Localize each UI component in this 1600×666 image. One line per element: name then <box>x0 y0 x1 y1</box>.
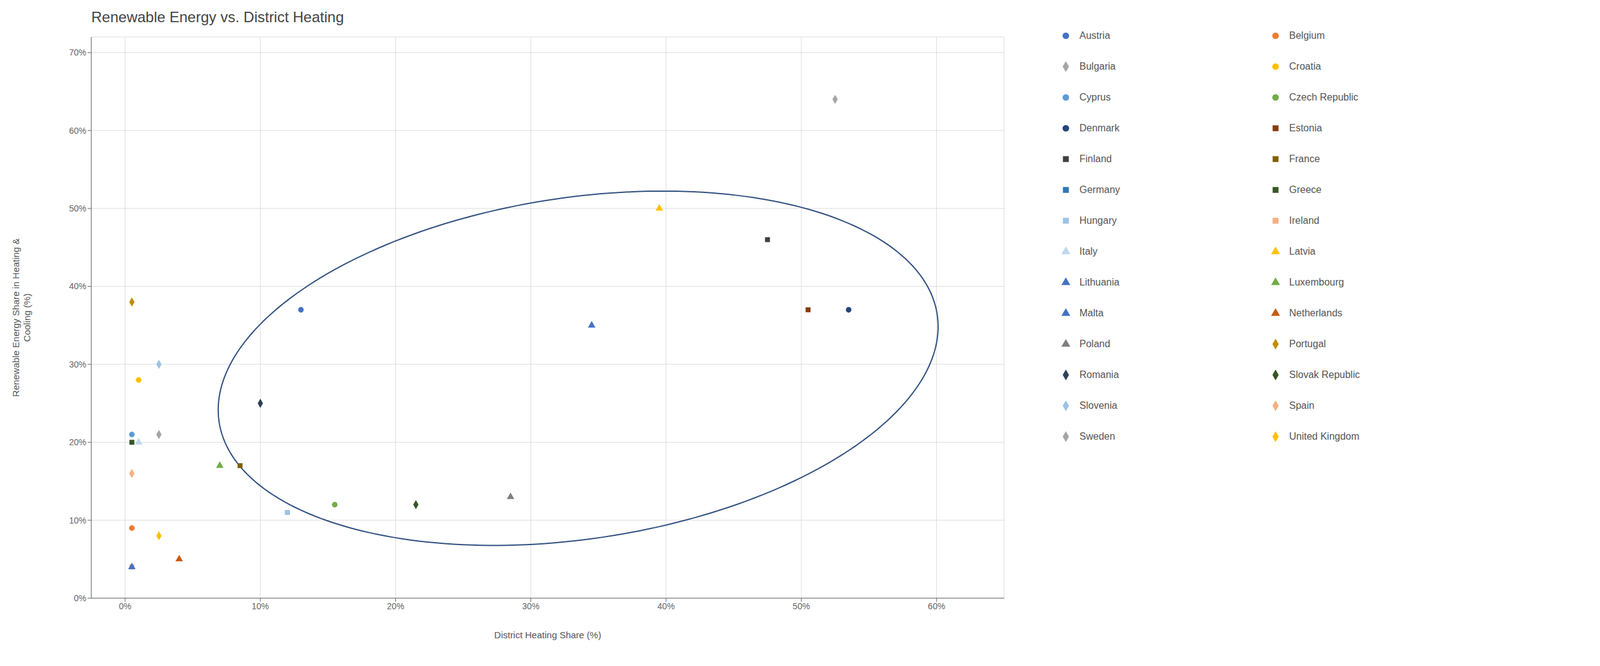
svg-text:50%: 50% <box>792 601 810 612</box>
html-text:Slovenia: Slovenia <box>1079 400 1118 411</box>
html-text:Italy: Italy <box>1079 246 1098 257</box>
html-text:Denmark: Denmark <box>1079 122 1120 134</box>
html-text:Lithuania: Lithuania <box>1079 276 1120 288</box>
html-text:Cyprus: Cyprus <box>1079 91 1111 103</box>
html-text:Ireland: Ireland <box>1289 215 1320 226</box>
html-text:Romania: Romania <box>1079 369 1119 380</box>
svg-text:10%: 10% <box>251 601 269 612</box>
html-text:Poland: Poland <box>1079 338 1111 350</box>
html-text:Hungary: Hungary <box>1079 215 1117 226</box>
svg-text:30%: 30% <box>522 601 540 612</box>
html-text:France: France <box>1289 153 1320 165</box>
html-text:Sweden: Sweden <box>1079 431 1116 442</box>
html-text:Austria: Austria <box>1079 30 1111 41</box>
html-text:Luxembourg: Luxembourg <box>1289 276 1345 288</box>
html-text:Greece: Greece <box>1289 184 1322 195</box>
html-text:Malta: Malta <box>1079 307 1104 319</box>
svg-text:70%: 70% <box>69 47 87 58</box>
html-text:Finland: Finland <box>1079 153 1112 165</box>
html-text:Bulgaria: Bulgaria <box>1079 61 1116 72</box>
html-text:Germany: Germany <box>1079 184 1120 195</box>
html-text:Slovak Republic: Slovak Republic <box>1289 369 1360 380</box>
svg-text:60%: 60% <box>69 125 87 136</box>
html-text:Renewable Energy vs. District: Renewable Energy vs. District Heating <box>91 8 344 26</box>
svg-text:20%: 20% <box>386 601 405 612</box>
svg-text:10%: 10% <box>69 515 87 526</box>
svg-text:20%: 20% <box>69 437 87 448</box>
html-text:Estonia: Estonia <box>1289 122 1323 134</box>
html-text:Czech Republic: Czech Republic <box>1289 91 1359 103</box>
svg-text:Renewable Energy Share in Heat: Renewable Energy Share in Heating &Cooli… <box>10 238 33 398</box>
html-text:United Kingdom: United Kingdom <box>1289 431 1360 442</box>
html-text:Netherlands: Netherlands <box>1289 307 1343 319</box>
svg-text:40%: 40% <box>69 281 87 292</box>
html-text:Portugal: Portugal <box>1289 338 1326 350</box>
svg-text:District Heating Share (%): District Heating Share (%) <box>494 629 601 641</box>
html-text:Belgium: Belgium <box>1289 30 1325 41</box>
svg-text:0%: 0% <box>74 593 87 604</box>
html-text:Croatia: Croatia <box>1289 61 1321 72</box>
html-text:Spain: Spain <box>1289 400 1315 411</box>
svg-text:50%: 50% <box>69 203 87 214</box>
svg-text:0%: 0% <box>119 601 132 612</box>
html-text:Latvia: Latvia <box>1289 246 1316 257</box>
svg-text:40%: 40% <box>657 601 675 612</box>
svg-text:30%: 30% <box>69 359 87 370</box>
svg-text:60%: 60% <box>927 601 945 612</box>
